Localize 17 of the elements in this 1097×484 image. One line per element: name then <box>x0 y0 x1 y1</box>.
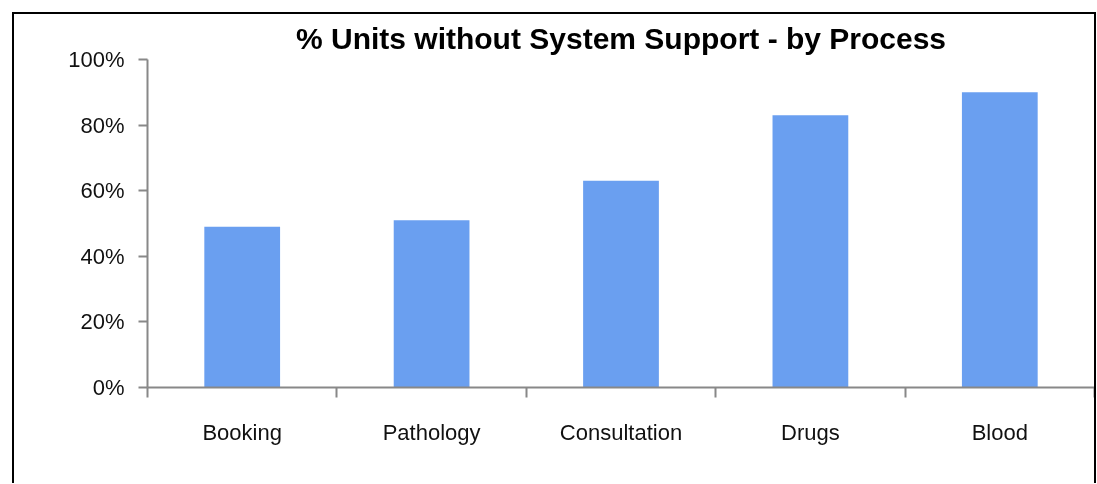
x-tick-label: Drugs <box>781 419 840 445</box>
y-tick-label: 60% <box>80 178 125 204</box>
y-tick-label: 100% <box>68 47 125 72</box>
bar <box>961 92 1038 388</box>
y-tick-label: 0% <box>92 375 125 400</box>
y-tick-label: 80% <box>80 112 125 138</box>
x-tick-label: Consultation <box>559 419 683 445</box>
bar <box>583 180 659 388</box>
y-tick-label: 40% <box>80 243 125 269</box>
x-tick-label: Blood <box>971 419 1028 445</box>
bar <box>204 226 281 388</box>
x-tick-label: Pathology <box>382 419 481 445</box>
bar <box>393 220 470 388</box>
x-tick-label: Booking <box>202 419 282 445</box>
chart-title: % Units without System Support - by Process <box>295 21 947 55</box>
bar <box>772 115 849 388</box>
y-tick-label: 20% <box>80 309 125 335</box>
